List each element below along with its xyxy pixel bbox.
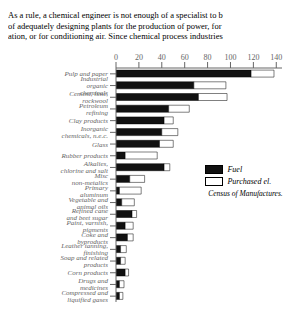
svg-text:Compressed andliquified gases: Compressed andliquified gases [61,289,108,304]
svg-text:80: 80 [204,53,212,62]
svg-text:60: 60 [181,53,189,62]
svg-text:100: 100 [224,53,236,62]
svg-text:Rubber products: Rubber products [60,152,108,160]
svg-text:Inorganicchemicals, n.e.c.: Inorganicchemicals, n.e.c. [62,125,109,140]
svg-text:140: 140 [270,53,282,62]
svg-text:Corn products: Corn products [68,269,109,277]
svg-text:Soap and relatedproducts: Soap and relatedproducts [60,254,108,269]
svg-text:120: 120 [247,53,259,62]
svg-text:Clay products: Clay products [69,117,108,125]
svg-text:Petroleumrefining: Petroleumrefining [78,101,108,116]
svg-text:Glass: Glass [92,140,108,148]
svg-text:40: 40 [158,53,166,62]
svg-text:0: 0 [114,53,118,62]
svg-text:20: 20 [135,53,143,62]
